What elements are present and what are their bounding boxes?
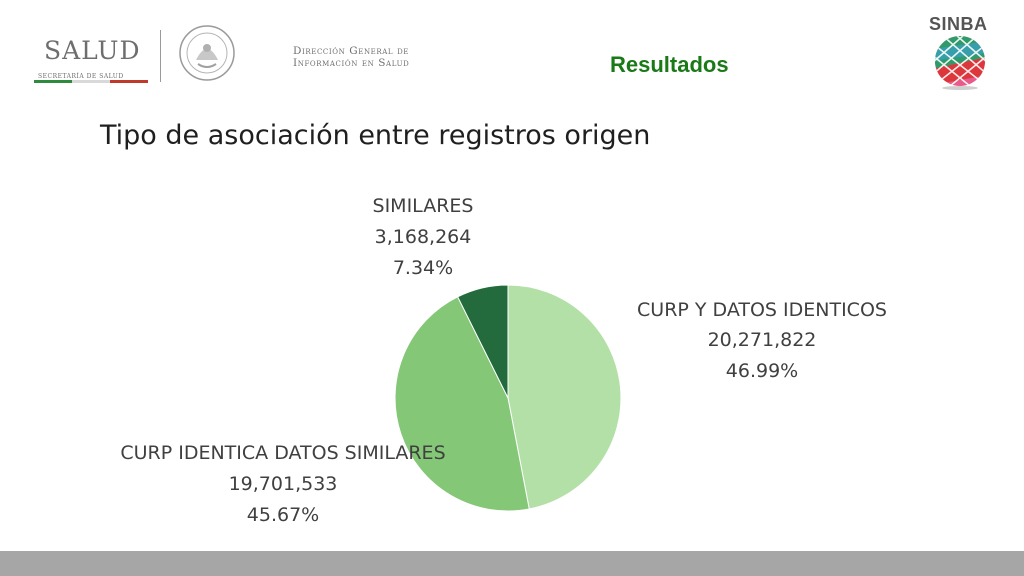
slice-3-value: 3,168,264 <box>375 226 472 248</box>
pie-slices <box>394 284 622 512</box>
pie-slice-3 <box>457 284 509 399</box>
slice-1-percent: 46.99% <box>726 360 798 382</box>
salud-logo: SALUD SECRETARÍA DE SALUD <box>32 32 152 83</box>
slice-3-percent: 7.34% <box>393 257 453 279</box>
slide-title: Tipo de asociación entre registros orige… <box>100 120 651 151</box>
slice-2-value: 19,701,533 <box>229 473 338 495</box>
salud-tricolor-rule <box>34 68 148 83</box>
slice-2-name: CURP IDENTICA DATOS SIMILARES <box>120 442 445 464</box>
slice-1-value: 20,271,822 <box>708 329 817 351</box>
slice-label-curp-y-datos-identicos: CURP Y DATOS IDENTICOS 20,271,822 46.99% <box>637 299 887 382</box>
national-seal-icon <box>179 25 235 81</box>
institution-name-line-1: Dirección General de <box>293 45 410 57</box>
section-title: Resultados <box>610 52 729 77</box>
salud-logo-subtext: SECRETARÍA DE SALUD <box>38 73 124 80</box>
slice-1-name: CURP Y DATOS IDENTICOS <box>637 299 887 321</box>
sinba-logo-text: SINBA <box>929 14 988 34</box>
slice-label-curp-identica-datos-similares: CURP IDENTICA DATOS SIMILARES 19,701,533… <box>120 442 445 526</box>
slice-2-percent: 45.67% <box>247 504 319 526</box>
sinba-globe-icon <box>935 36 985 90</box>
pie-slice-2 <box>394 296 530 512</box>
slice-label-similares: SIMILARES 3,168,264 7.34% <box>373 195 474 279</box>
salud-logo-text: SALUD <box>44 36 141 65</box>
header: SALUD SECRETARÍA DE SALUD Dirección Gene… <box>0 0 1024 100</box>
pie-slice-1 <box>507 284 622 510</box>
slice-3-name: SIMILARES <box>373 195 474 217</box>
institution-name: Dirección General de Información en Salu… <box>293 45 409 69</box>
logo-divider <box>160 30 161 82</box>
institution-name-line-2: Información en Salud <box>293 57 410 69</box>
footer-bar <box>0 551 1024 576</box>
